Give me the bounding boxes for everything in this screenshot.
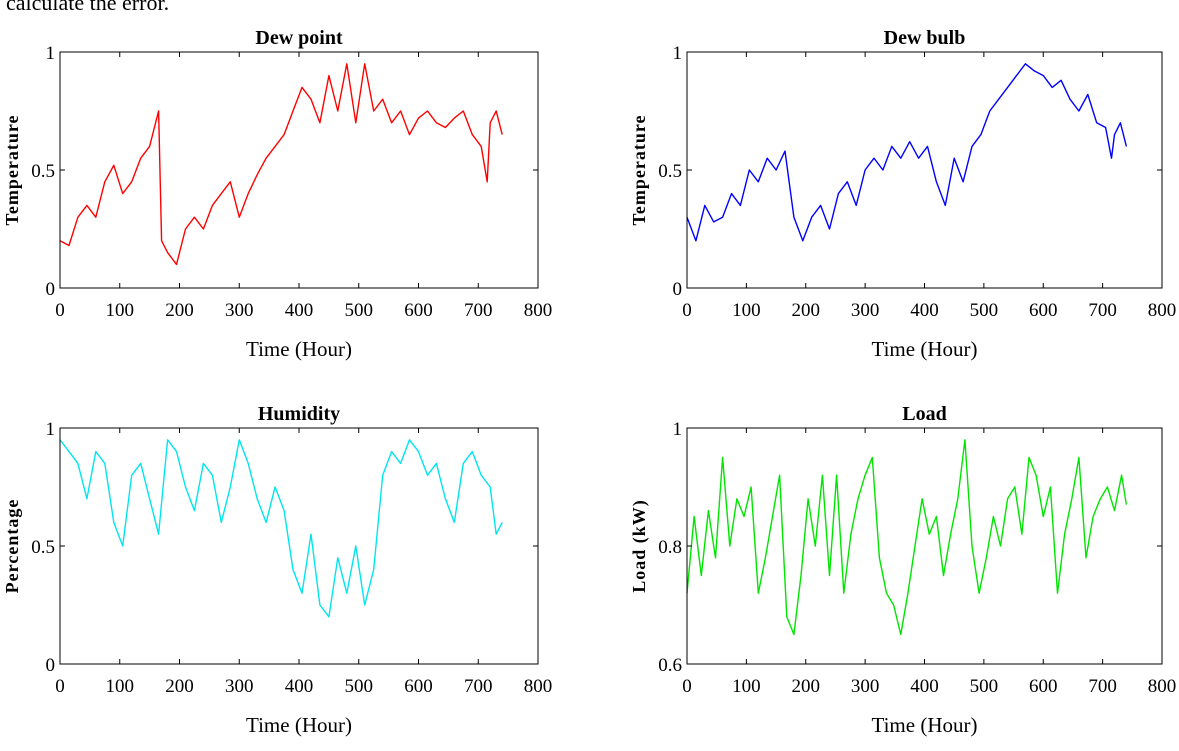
x-tick-label: 200 <box>165 300 194 321</box>
chart-title: Dew bulb <box>884 27 966 49</box>
series-line <box>59 439 503 618</box>
y-tick-label: 0.5 <box>658 161 682 182</box>
y-tick-label: 0.8 <box>658 537 682 558</box>
axes-box <box>686 427 1163 665</box>
x-tick-label: 200 <box>792 300 821 321</box>
x-tick-label: 600 <box>1029 300 1058 321</box>
x-tick-label: 800 <box>524 676 553 697</box>
x-tick-label: 200 <box>792 676 821 697</box>
subplot-3: 0 100 200 300 400 500 600 700 800 0 0.5 1 Humidity Ti… <box>2 403 552 737</box>
x-axis-label: Time (Hour) <box>246 337 352 361</box>
x-tick-label: 400 <box>285 300 314 321</box>
x-tick-label: 700 <box>1088 676 1117 697</box>
x-tick-label: 300 <box>225 300 254 321</box>
series-line <box>686 439 1128 636</box>
subplot-4: 0 100 200 300 400 500 600 700 800 0.6 0.8 1 Load Time… <box>629 403 1176 737</box>
x-axis-label: Time (Hour) <box>246 713 352 737</box>
chart-title: Load <box>902 403 946 425</box>
series-line <box>59 63 503 266</box>
y-tick-label: 0 <box>46 279 56 300</box>
y-axis-label: Load (kW) <box>629 499 650 593</box>
x-tick-label: 0 <box>55 676 65 697</box>
x-tick-label: 300 <box>225 676 254 697</box>
x-tick-label: 600 <box>404 300 433 321</box>
x-tick-label: 100 <box>732 676 761 697</box>
axes-box <box>59 427 539 665</box>
x-tick-label: 700 <box>464 300 493 321</box>
x-tick-label: 500 <box>345 676 374 697</box>
y-tick-label: 1 <box>673 419 683 440</box>
chart-title: Humidity <box>258 403 340 425</box>
y-tick-label: 1 <box>673 43 683 64</box>
x-tick-label: 500 <box>970 300 999 321</box>
y-tick-label: 0.5 <box>31 537 55 558</box>
series-line <box>686 63 1128 242</box>
y-tick-label: 1 <box>46 43 56 64</box>
y-axis-label: Temperature <box>2 115 22 226</box>
y-tick-label: 0 <box>46 655 56 676</box>
x-tick-label: 500 <box>970 676 999 697</box>
x-tick-label: 700 <box>1088 300 1117 321</box>
chart-title: Dew point <box>255 27 343 49</box>
x-tick-label: 100 <box>106 676 135 697</box>
x-tick-label: 100 <box>106 300 135 321</box>
x-tick-label: 400 <box>285 676 314 697</box>
x-axis-label: Time (Hour) <box>872 713 978 737</box>
x-tick-label: 0 <box>682 300 692 321</box>
x-tick-label: 400 <box>910 676 939 697</box>
x-tick-label: 800 <box>1148 300 1177 321</box>
x-tick-label: 0 <box>55 300 65 321</box>
x-tick-label: 600 <box>404 676 433 697</box>
y-axis-label: Temperature <box>629 115 649 226</box>
x-tick-label: 500 <box>345 300 374 321</box>
x-tick-label: 700 <box>464 676 493 697</box>
y-tick-label: 1 <box>46 419 56 440</box>
subplot-1: 0 100 200 300 400 500 600 700 800 0 0.5 1 Dew point T… <box>2 27 552 361</box>
x-tick-label: 800 <box>1148 676 1177 697</box>
x-axis-label: Time (Hour) <box>872 337 978 361</box>
y-tick-label: 0.5 <box>31 161 55 182</box>
y-axis-label: Percentage <box>2 499 22 594</box>
axes-box <box>686 51 1163 289</box>
y-tick-label: 0.6 <box>658 655 682 676</box>
x-tick-label: 300 <box>851 300 880 321</box>
x-tick-label: 100 <box>732 300 761 321</box>
x-tick-label: 0 <box>682 676 692 697</box>
x-tick-label: 800 <box>524 300 553 321</box>
x-tick-label: 200 <box>165 676 194 697</box>
y-tick-label: 0 <box>673 279 683 300</box>
axes-box <box>59 51 539 289</box>
x-tick-label: 300 <box>851 676 880 697</box>
subplot-2: 0 100 200 300 400 500 600 700 800 0 0.5 1 Dew bulb Ti… <box>629 27 1176 361</box>
caption-text: calculate the error. <box>6 0 170 15</box>
x-tick-label: 400 <box>910 300 939 321</box>
x-tick-label: 600 <box>1029 676 1058 697</box>
